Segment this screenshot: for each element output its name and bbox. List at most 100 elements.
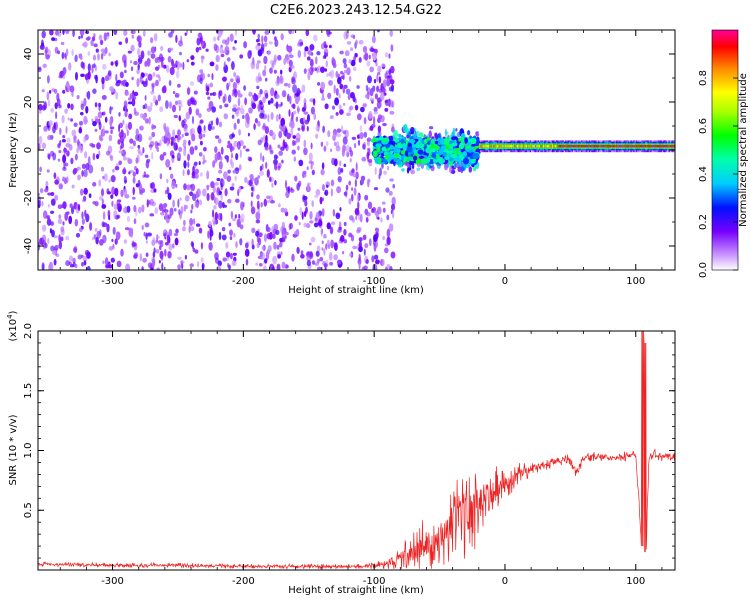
spectrogram-cell: [635, 145, 638, 148]
spectrogram-cell: [296, 246, 300, 254]
spectrogram-cell: [520, 145, 523, 148]
spectrogram-cell: [295, 132, 301, 141]
spectrogram-cell: [74, 153, 78, 161]
spectrogram-cell: [267, 245, 272, 252]
spectrogram-cell: [148, 116, 151, 125]
spectrogram-cell: [462, 157, 470, 165]
spectrogram-cell: [74, 264, 78, 269]
spectrogram-cell: [107, 209, 111, 218]
spectrogram-cell: [554, 145, 557, 148]
spectrogram-cell: [47, 99, 51, 107]
spectrogram-cell: [590, 145, 592, 148]
spectrogram-cell: [451, 131, 455, 138]
spectrogram-cell: [168, 166, 172, 171]
spectrogram-cell: [50, 210, 55, 215]
spectrogram-cell: [219, 155, 223, 161]
spectrogram-cell: [308, 160, 313, 164]
spectrogram-cell: [264, 64, 267, 71]
spectrogram-cell: [226, 156, 229, 163]
spectrogram-cell: [148, 50, 152, 56]
spectrogram-cell: [478, 145, 481, 148]
spectrogram-cell: [118, 160, 123, 166]
spectrogram-cell: [46, 215, 50, 220]
spectrogram-cell: [151, 151, 154, 160]
spectrogram-cell: [141, 204, 145, 213]
spectrogram-cell: [80, 254, 84, 258]
spectrogram-cell: [323, 145, 327, 152]
spectrogram-cell: [112, 226, 116, 235]
spectrogram-cell: [74, 71, 79, 81]
spectrogram-cell: [240, 213, 245, 222]
spectrogram-cell: [97, 111, 103, 119]
spectrogram-cell: [460, 166, 465, 172]
spectrogram-cell: [571, 145, 574, 148]
spectrogram-cell: [322, 55, 327, 59]
spectrogram-cell: [123, 188, 128, 197]
spectrogram-cell: [380, 217, 383, 223]
spectrogram-cell: [278, 150, 284, 156]
spectrogram-cell: [187, 161, 190, 168]
spectrogram-cell: [329, 69, 335, 79]
spectrogram-cell: [563, 145, 566, 148]
spectrogram-cell: [503, 145, 506, 148]
spectrogram-cell: [47, 135, 52, 141]
spectrogram-cell: [149, 198, 154, 206]
spectrogram-cell: [592, 145, 594, 148]
spectrogram-cell: [214, 146, 218, 153]
spectrogram-cell: [153, 95, 157, 104]
spectrogram-cell: [315, 133, 319, 139]
spectrogram-cell: [54, 179, 59, 185]
spectrogram-cell: [287, 83, 291, 88]
spectrogram-cell: [480, 145, 482, 148]
spectrogram-cell: [273, 54, 277, 63]
spectrogram-cell: [145, 160, 150, 169]
spectrogram-cell: [50, 198, 56, 206]
spectrogram-cell: [371, 255, 375, 263]
spectrogram-cell: [244, 242, 249, 249]
spectrogram-cell: [298, 180, 302, 187]
spectrogram-cell: [624, 145, 626, 148]
spectrogram-cell: [251, 177, 255, 181]
spectrogram-cell: [310, 236, 316, 243]
spectrogram-cell: [314, 67, 318, 72]
spectrogram-cell: [108, 179, 111, 183]
spectrogram-cell: [566, 145, 568, 148]
spectrogram-cell: [261, 35, 264, 44]
spectrogram-cell: [231, 61, 235, 70]
spectrogram-cell: [527, 145, 529, 148]
spectrogram-cell: [100, 188, 105, 197]
spectrogram-cell: [133, 91, 139, 97]
spectrogram-cell: [207, 96, 211, 100]
spectrogram-cell: [253, 123, 256, 131]
spectrogram-cell: [355, 171, 359, 180]
spectrogram-heatmap: [38, 30, 675, 270]
spectrogram-cell: [55, 111, 58, 120]
spectrogram-cell: [109, 117, 113, 127]
spectrogram-cell: [321, 208, 325, 217]
spectrogram-cell: [292, 84, 298, 94]
y-tick-label: -20: [23, 190, 34, 206]
spectrogram-cell: [239, 201, 245, 211]
spectrogram-cell: [95, 48, 99, 53]
spectrogram-cell: [116, 260, 122, 268]
spectrogram-cell: [110, 86, 114, 93]
spectrogram-cell: [70, 103, 74, 111]
spectrogram-cell: [198, 132, 203, 140]
spectrogram-cell: [115, 91, 119, 100]
spectrogram-cell: [642, 145, 644, 148]
spectrogram-cell: [123, 30, 126, 36]
spectrogram-cell: [374, 93, 379, 100]
spectrogram-cell: [197, 125, 202, 135]
spectrogram-cell: [221, 227, 226, 232]
spectrogram-cell: [652, 145, 655, 148]
spectrogram-cell: [306, 166, 309, 171]
spectrogram-cell: [50, 245, 55, 252]
spectrogram-cell: [103, 173, 108, 182]
spectrogram-cell: [341, 251, 345, 255]
spectrogram-cell: [386, 77, 391, 87]
spectrogram-cell: [301, 123, 306, 132]
spectrogram-cell: [232, 47, 237, 51]
spectrogram-cell: [232, 252, 237, 256]
spectrogram-cell: [264, 92, 269, 99]
spectrogram-cell: [425, 147, 431, 154]
